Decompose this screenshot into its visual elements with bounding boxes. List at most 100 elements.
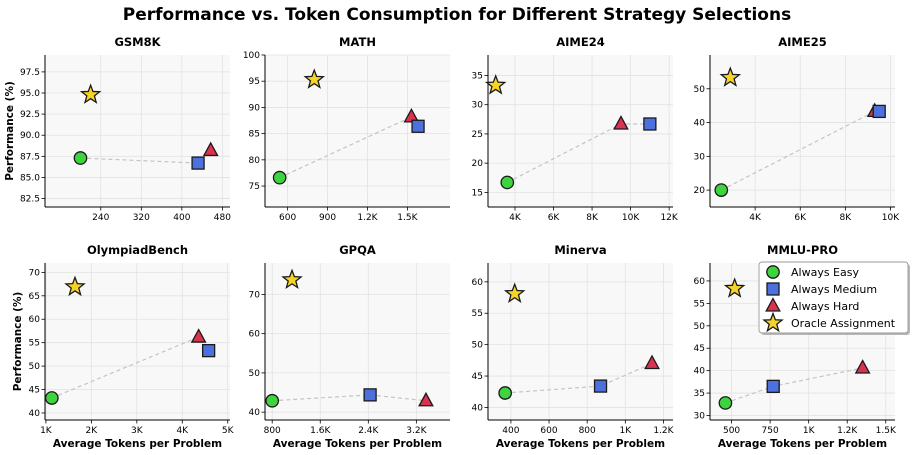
x-tick-label: 6K xyxy=(548,213,561,223)
trend-line xyxy=(505,362,653,394)
x-tick-label: 400 xyxy=(502,426,519,436)
point-easy xyxy=(44,391,59,405)
point-medium xyxy=(363,388,377,402)
point-oracle xyxy=(503,282,526,303)
x-tick-label: 4K xyxy=(176,426,189,436)
x-tick-label: 1K xyxy=(803,426,816,436)
y-tick-label: 55 xyxy=(472,309,483,319)
x-tick-label: 500 xyxy=(723,426,740,436)
y-tick-label: 87.5 xyxy=(20,152,40,162)
x-tick-label: 1K xyxy=(619,426,632,436)
y-tick-label: 50 xyxy=(694,85,706,95)
x-tick-label: 2K xyxy=(86,426,99,436)
panel-olympiadbench: 1K 2K 3K 4K 5K 40 45 50 55 60 65 70 OlympiadBench Per… xyxy=(12,243,235,450)
point-easy xyxy=(714,183,729,197)
x-tick-label: 1.2K xyxy=(837,426,858,436)
plot-area xyxy=(45,55,230,207)
point-oracle xyxy=(281,268,303,290)
legend-marker-oracle xyxy=(762,311,784,333)
x-tick-label: 12K xyxy=(660,213,678,223)
legend-label-medium: Always Medium xyxy=(791,283,877,296)
legend-label-hard: Always Hard xyxy=(791,300,859,313)
x-axis-label: Average Tokens per Problem xyxy=(496,438,665,450)
point-oracle xyxy=(64,275,86,297)
x-tick-label: 900 xyxy=(319,213,336,223)
x-axis-label: Average Tokens per Problem xyxy=(53,438,222,450)
point-hard xyxy=(854,359,871,374)
panel-title: GPQA xyxy=(339,243,376,257)
point-easy xyxy=(73,151,88,165)
y-tick-label: 60 xyxy=(472,278,484,288)
y-tick-label: 50 xyxy=(29,362,41,372)
y-tick-label: 20 xyxy=(472,159,484,169)
panel-title: AIME24 xyxy=(556,35,604,49)
panel-title: OlympiadBench xyxy=(87,243,188,257)
plot-area xyxy=(265,263,450,420)
y-tick-label: 45 xyxy=(694,344,705,354)
point-oracle xyxy=(723,277,746,298)
point-hard xyxy=(190,328,207,343)
panel-title: Minerva xyxy=(554,243,606,257)
x-tick-label: 10K xyxy=(622,213,640,223)
y-tick-label: 50 xyxy=(694,322,706,332)
y-axis-label: Performance (%) xyxy=(12,292,24,392)
plot-area xyxy=(710,55,895,207)
y-tick-label: 40 xyxy=(472,403,484,413)
y-tick-label: 85 xyxy=(249,130,260,140)
panel-gsm8k: 240 320 400 480 82.5 85.0 87.5 90.0 92.5 95.0 97.5… xyxy=(4,35,231,223)
plot-area xyxy=(488,55,673,207)
legend-marker-hard xyxy=(765,297,781,312)
point-easy xyxy=(272,170,287,185)
y-tick-label: 65 xyxy=(29,292,40,302)
point-medium xyxy=(191,156,205,170)
x-axis-label: Average Tokens per Problem xyxy=(718,438,887,450)
x-tick-label: 1.2K xyxy=(653,426,674,436)
y-tick-label: 60 xyxy=(249,330,261,340)
y-tick-label: 30 xyxy=(694,152,706,162)
x-tick-label: 3K xyxy=(131,426,144,436)
y-tick-label: 100 xyxy=(243,51,260,61)
point-oracle xyxy=(79,83,102,104)
y-tick-label: 50 xyxy=(472,341,484,351)
y-tick-label: 75 xyxy=(249,182,260,192)
y-tick-label: 30 xyxy=(472,101,484,111)
x-tick-label: 480 xyxy=(214,213,231,223)
y-tick-label: 45 xyxy=(29,386,40,396)
legend: Always Easy Always Medium Always Hard Oracl… xyxy=(758,261,910,335)
legend-marker-easy xyxy=(766,265,780,279)
y-tick-label: 70 xyxy=(249,290,261,300)
y-tick-label: 50 xyxy=(249,369,261,379)
x-tick-label: 4K xyxy=(509,213,522,223)
x-tick-label: 800 xyxy=(264,426,281,436)
y-tick-label: 85.0 xyxy=(20,173,40,183)
y-tick-label: 30 xyxy=(694,412,706,422)
point-easy xyxy=(265,393,280,408)
point-hard xyxy=(418,391,434,407)
panel-aime24: 4K 6K 8K 10K 12K 15 20 25 30 35 AIME24 xyxy=(472,35,679,223)
point-easy xyxy=(718,396,733,410)
plot-area xyxy=(488,263,673,420)
x-tick-label: 400 xyxy=(173,213,190,223)
point-easy xyxy=(500,175,515,190)
x-tick-label: 1.6K xyxy=(310,426,331,436)
y-tick-label: 95 xyxy=(249,77,260,87)
y-tick-label: 60 xyxy=(29,315,41,325)
y-tick-label: 45 xyxy=(472,372,483,382)
x-tick-label: 10K xyxy=(882,213,900,223)
point-hard xyxy=(613,115,629,130)
x-tick-label: 750 xyxy=(762,426,779,436)
point-oracle xyxy=(719,66,742,87)
panel-title: GSM8K xyxy=(114,35,161,49)
y-tick-label: 35 xyxy=(472,71,483,81)
y-tick-label: 40 xyxy=(29,409,41,419)
y-tick-label: 80 xyxy=(249,156,261,166)
y-tick-label: 55 xyxy=(29,339,40,349)
point-medium xyxy=(411,119,425,133)
y-tick-label: 25 xyxy=(472,130,483,140)
x-tick-label: 1.5K xyxy=(876,426,897,436)
x-tick-label: 3.2K xyxy=(406,426,427,436)
panels: 240 320 400 480 82.5 85.0 87.5 90.0 92.5 95.0 97.5… xyxy=(4,35,900,450)
x-tick-label: 600 xyxy=(279,213,296,223)
point-medium xyxy=(201,343,216,358)
